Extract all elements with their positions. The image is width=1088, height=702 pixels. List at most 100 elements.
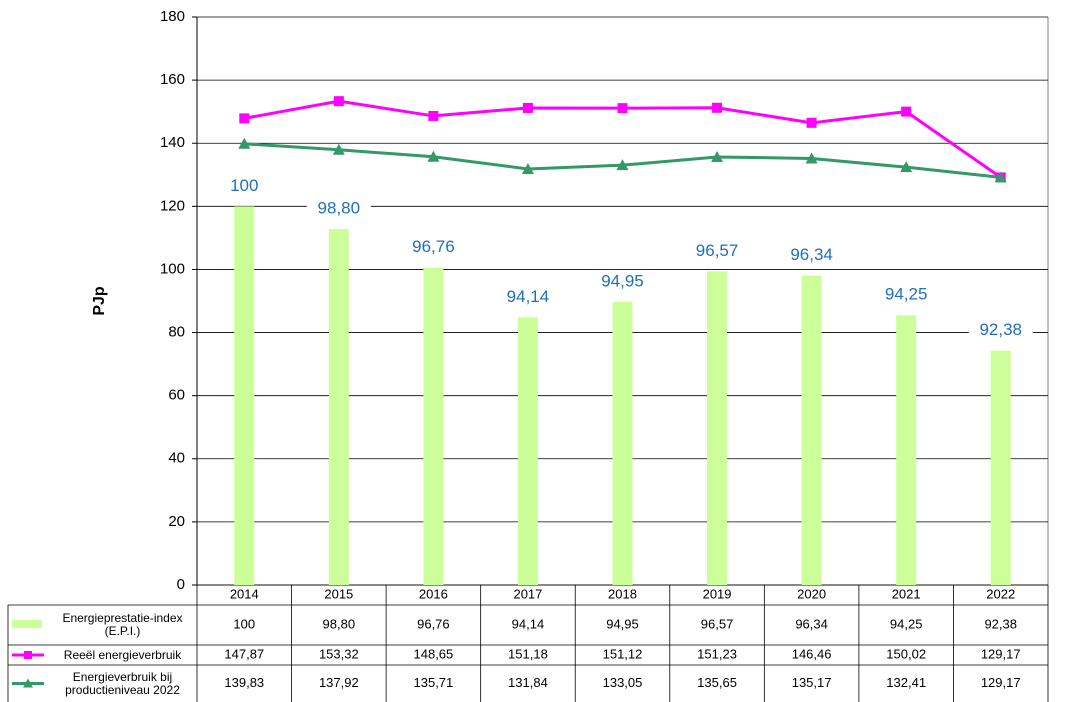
table-cell: 135,65 [697, 675, 737, 690]
marker [521, 162, 534, 174]
legend-label: Energieprestatie-index (E.P.I.) [62, 611, 183, 638]
table-cell: 98,80 [323, 616, 356, 631]
table-cell: 151,23 [697, 646, 737, 661]
table-cell: 148,65 [414, 646, 454, 661]
table-cell: 150,02 [886, 646, 926, 661]
marker [522, 102, 533, 113]
value-label-bg [306, 197, 371, 222]
legend-key [12, 620, 42, 628]
table-cell: 153,32 [319, 646, 359, 661]
legend-key [24, 651, 32, 659]
table-cell: 96,34 [795, 616, 828, 631]
bar [612, 301, 633, 585]
x-tick-label: 2015 [324, 586, 353, 601]
value-label-bg [495, 285, 560, 310]
bar [990, 350, 1011, 585]
bar [801, 275, 822, 585]
y-axis-label: PJp [91, 286, 108, 316]
table-cell: 137,92 [319, 675, 359, 690]
value-label: 94,25 [885, 285, 928, 304]
value-label: 94,95 [601, 271, 644, 290]
value-label-bg [779, 243, 844, 268]
value-label-bg [401, 235, 466, 260]
x-tick-label: 2018 [608, 586, 637, 601]
bar [423, 267, 444, 585]
table-cell: 132,41 [886, 675, 926, 690]
table-cell: 92,38 [984, 616, 1017, 631]
y-tick-label: 100 [160, 260, 185, 277]
bar [234, 206, 255, 586]
y-tick-label: 160 [160, 71, 185, 88]
y-tick-label: 180 [160, 8, 185, 25]
bar [517, 317, 538, 585]
table-cell: 100 [233, 616, 255, 631]
value-label: 98,80 [318, 199, 361, 218]
table-cell: 139,83 [224, 675, 264, 690]
marker [805, 152, 818, 164]
table-cell: 146,46 [792, 646, 832, 661]
x-tick-label: 2021 [892, 586, 921, 601]
marker [333, 96, 344, 107]
y-tick-label: 40 [168, 450, 185, 467]
x-tick-label: 2022 [986, 586, 1015, 601]
marker [711, 150, 724, 162]
y-tick-label: 80 [168, 324, 185, 341]
marker [901, 106, 912, 117]
value-label-bg [212, 174, 277, 199]
value-label: 94,14 [507, 287, 550, 306]
value-label: 92,38 [979, 320, 1022, 339]
bar [896, 315, 917, 585]
y-tick-label: 20 [168, 513, 185, 530]
value-label: 96,76 [412, 237, 455, 256]
legend-key [23, 678, 33, 688]
table-cell: 96,76 [417, 616, 450, 631]
y-tick-label: 120 [160, 197, 185, 214]
table-cell: 131,84 [508, 675, 548, 690]
y-tick-label: 60 [168, 387, 185, 404]
table-cell: 147,87 [224, 646, 264, 661]
table-cell: 129,17 [981, 646, 1021, 661]
y-tick-label: 140 [160, 134, 185, 151]
marker [806, 117, 817, 128]
value-label: 96,57 [696, 241, 739, 260]
marker [332, 143, 345, 155]
marker [712, 102, 723, 113]
value-label-bg [590, 269, 655, 294]
marker [428, 110, 439, 121]
value-label: 96,34 [790, 245, 833, 264]
x-tick-label: 2020 [797, 586, 826, 601]
table-cell: 129,17 [981, 675, 1021, 690]
table-cell: 94,25 [890, 616, 923, 631]
marker [616, 159, 629, 171]
table-cell: 135,71 [414, 675, 454, 690]
legend-label: Reeël energieverbruik [63, 647, 182, 662]
value-label-bg [685, 239, 750, 264]
x-tick-label: 2014 [230, 586, 259, 601]
value-label-bg [968, 318, 1033, 343]
table-cell: 151,12 [603, 646, 643, 661]
legend-entry: Energieprestatie-index (E.P.I.) [62, 611, 183, 638]
table-cell: 135,17 [792, 675, 832, 690]
marker [900, 161, 913, 173]
marker [239, 113, 250, 124]
marker [238, 137, 251, 149]
table-cell: 151,18 [508, 646, 548, 661]
y-tick-label: 0 [177, 576, 185, 593]
marker [617, 103, 628, 114]
bar [707, 271, 728, 585]
x-tick-label: 2019 [703, 586, 732, 601]
x-tick-label: 2016 [419, 586, 448, 601]
table-cell: 94,95 [606, 616, 639, 631]
legend-label: Energieverbruik bij productieniveau 2022 [65, 669, 180, 697]
marker [427, 150, 440, 162]
table-cell: 96,57 [701, 616, 734, 631]
marker [994, 171, 1007, 183]
legend-entry: Energieverbruik bij productieniveau 2022 [65, 669, 180, 697]
bar [328, 229, 349, 585]
value-label: 100 [230, 176, 258, 195]
table-cell: 94,14 [512, 616, 545, 631]
table-cell: 133,05 [603, 675, 643, 690]
value-label-bg [874, 283, 939, 308]
x-tick-label: 2017 [513, 586, 542, 601]
